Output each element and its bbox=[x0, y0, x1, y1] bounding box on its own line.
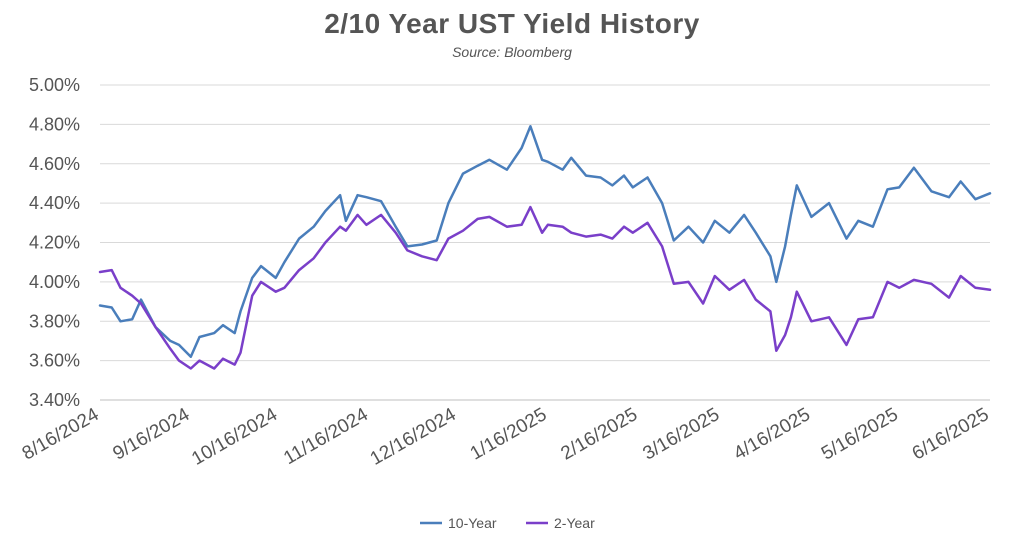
y-tick-label: 4.20% bbox=[29, 233, 80, 253]
legend-label: 2-Year bbox=[554, 515, 595, 531]
legend-label: 10-Year bbox=[448, 515, 497, 531]
x-tick-label: 1/16/2025 bbox=[467, 404, 551, 464]
x-tick-label: 11/16/2024 bbox=[280, 404, 372, 469]
y-tick-label: 5.00% bbox=[29, 75, 80, 95]
y-tick-label: 3.80% bbox=[29, 311, 80, 331]
x-tick-label: 4/16/2025 bbox=[730, 404, 814, 464]
chart-title: 2/10 Year UST Yield History bbox=[324, 8, 700, 39]
x-tick-label: 3/16/2025 bbox=[639, 404, 723, 464]
x-tick-label: 6/16/2025 bbox=[909, 404, 993, 464]
series-line-2-year bbox=[98, 205, 992, 370]
y-tick-label: 4.00% bbox=[29, 272, 80, 292]
x-tick-label: 5/16/2025 bbox=[818, 404, 902, 464]
x-tick-label: 2/16/2025 bbox=[557, 404, 641, 464]
y-tick-label: 3.60% bbox=[29, 351, 80, 371]
x-tick-label: 12/16/2024 bbox=[367, 404, 460, 470]
x-tick-label: 8/16/2024 bbox=[19, 404, 103, 465]
y-tick-label: 4.60% bbox=[29, 154, 80, 174]
y-tick-label: 3.40% bbox=[29, 390, 80, 410]
x-tick-label: 10/16/2024 bbox=[188, 404, 281, 470]
y-tick-label: 4.40% bbox=[29, 193, 80, 213]
chart-subtitle: Source: Bloomberg bbox=[452, 44, 572, 60]
x-tick-label: 9/16/2024 bbox=[110, 404, 194, 465]
series-line-10-year bbox=[98, 125, 992, 358]
y-tick-label: 4.80% bbox=[29, 114, 80, 134]
